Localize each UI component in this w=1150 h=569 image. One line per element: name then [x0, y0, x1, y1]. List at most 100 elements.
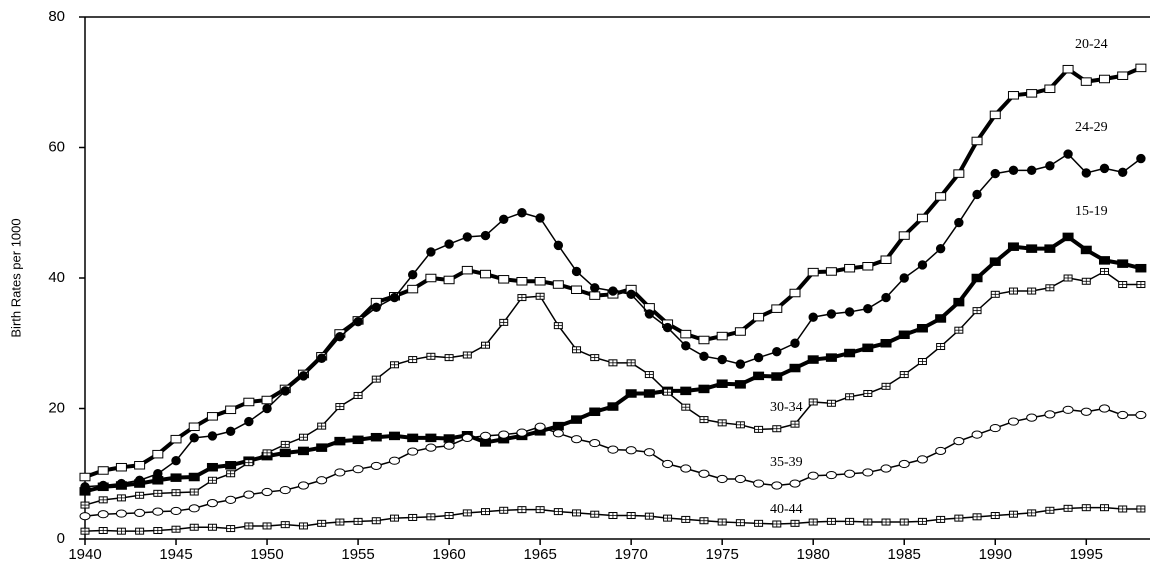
marker	[863, 303, 873, 314]
marker	[206, 412, 218, 421]
marker	[680, 329, 692, 339]
marker	[916, 455, 928, 464]
marker	[735, 359, 746, 369]
y-axis-label: Birth Rates per 1000	[8, 218, 23, 337]
marker	[97, 510, 109, 519]
marker	[389, 292, 400, 303]
marker	[699, 351, 709, 361]
marker	[115, 481, 127, 490]
marker	[152, 507, 164, 516]
marker	[971, 273, 983, 283]
marker	[989, 110, 1001, 120]
series-label: 24-29	[1075, 120, 1108, 135]
marker	[608, 286, 618, 296]
marker	[517, 208, 527, 218]
marker	[972, 189, 982, 200]
marker	[825, 470, 837, 480]
marker	[1062, 405, 1074, 414]
marker	[935, 243, 946, 254]
marker	[898, 231, 910, 240]
marker	[1062, 232, 1074, 242]
marker	[789, 363, 801, 373]
marker	[335, 332, 345, 342]
marker	[571, 435, 583, 444]
marker	[352, 435, 364, 445]
marker	[590, 283, 600, 293]
marker	[462, 232, 473, 242]
marker	[553, 240, 564, 251]
marker	[643, 389, 655, 398]
marker	[880, 255, 892, 264]
marker	[1026, 413, 1038, 422]
marker	[807, 355, 819, 364]
marker	[170, 434, 182, 444]
marker	[552, 280, 564, 289]
marker	[498, 430, 510, 439]
x-tick-label: 1995	[1070, 546, 1103, 563]
x-tick-label: 1950	[250, 546, 283, 563]
marker	[643, 448, 655, 457]
marker	[443, 275, 455, 285]
series-label: 20-24	[1075, 37, 1108, 52]
marker	[334, 436, 346, 446]
marker	[753, 479, 765, 488]
marker	[880, 464, 892, 473]
marker	[698, 469, 710, 478]
marker	[407, 447, 419, 456]
marker	[1135, 263, 1147, 273]
marker	[206, 499, 218, 508]
marker	[480, 269, 492, 279]
marker	[134, 479, 146, 488]
marker	[371, 302, 381, 313]
x-tick-label: 1990	[979, 546, 1012, 563]
marker	[898, 330, 910, 340]
y-tick-label: 80	[48, 8, 65, 25]
marker	[279, 448, 291, 458]
marker	[388, 431, 400, 441]
y-tick-label: 20	[48, 399, 65, 416]
marker	[1081, 168, 1091, 178]
marker	[1062, 64, 1074, 74]
marker	[625, 446, 637, 455]
series-line	[84, 153, 1142, 488]
marker	[680, 464, 692, 473]
marker	[1045, 161, 1055, 171]
marker	[771, 304, 783, 313]
marker	[662, 459, 674, 469]
marker	[297, 481, 309, 490]
marker	[571, 266, 582, 277]
marker	[771, 372, 783, 381]
marker	[1026, 244, 1038, 253]
marker	[1007, 91, 1019, 100]
marker	[225, 405, 237, 415]
marker	[971, 136, 983, 146]
marker	[97, 482, 109, 492]
marker	[753, 371, 765, 381]
marker	[225, 426, 236, 437]
marker	[990, 168, 1000, 179]
marker	[426, 247, 436, 257]
marker	[807, 471, 819, 480]
marker	[953, 169, 965, 178]
marker	[552, 421, 564, 431]
marker	[152, 476, 164, 485]
marker	[825, 267, 837, 276]
marker	[1098, 404, 1110, 413]
marker	[1098, 74, 1110, 84]
marker	[243, 397, 255, 407]
marker	[826, 309, 837, 319]
marker	[607, 445, 619, 454]
marker	[862, 468, 874, 477]
marker	[115, 462, 127, 472]
marker	[989, 257, 1001, 266]
series-label: 15-19	[1075, 204, 1108, 219]
marker	[1136, 153, 1146, 164]
marker	[1117, 167, 1128, 177]
marker	[571, 285, 583, 294]
marker	[244, 416, 254, 427]
marker	[516, 428, 528, 437]
marker	[297, 446, 309, 456]
marker	[498, 275, 510, 284]
series-label: 40-44	[770, 502, 803, 517]
